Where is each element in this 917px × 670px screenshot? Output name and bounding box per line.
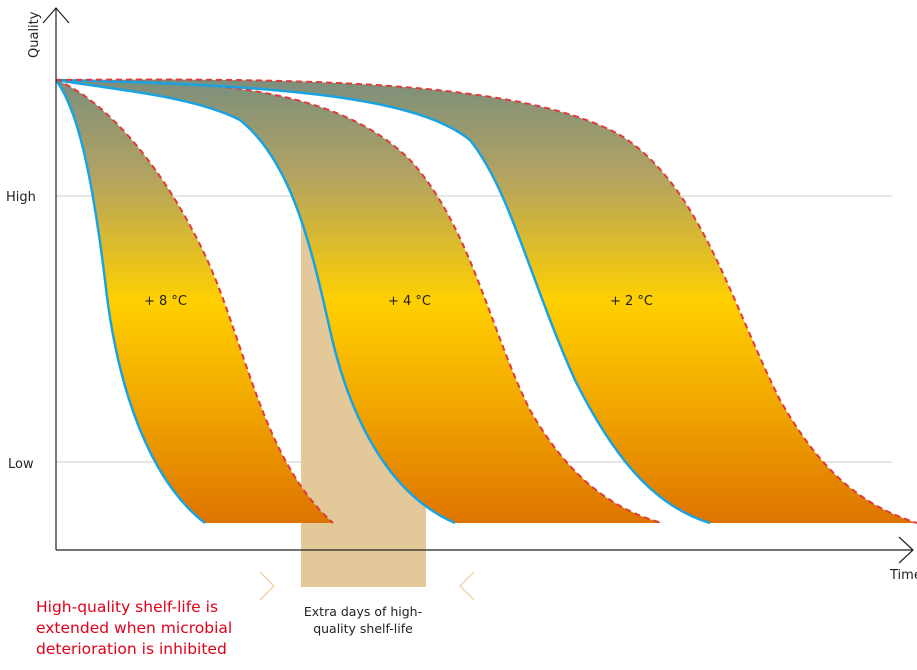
- extra-days-line-2: quality shelf-life: [313, 621, 413, 636]
- extra-days-label: Extra days of high- quality shelf-life: [282, 603, 444, 637]
- callout-line-1: High-quality shelf-life is: [36, 598, 219, 616]
- extra-days-line-1: Extra days of high-: [303, 604, 423, 619]
- band-plus-4-inner-edge: [55, 78, 456, 525]
- y-axis-label: Quality: [27, 11, 42, 58]
- chevron-right-icon: [259, 571, 275, 601]
- band-plus-2-area: [56, 79, 917, 523]
- band-plus-8-area: [56, 80, 333, 523]
- x-axis-arrow-icon: [898, 536, 914, 564]
- band-plus-8-inner-edge: [54, 79, 206, 524]
- band-label-plus-2: + 2 °C: [610, 294, 653, 309]
- y-axis-arrow-icon: [42, 7, 70, 24]
- band-label-plus-8: + 8 °C: [144, 294, 187, 309]
- callout-line-2: extended when microbial: [36, 619, 233, 637]
- band-label-plus-4: + 4 °C: [388, 294, 431, 309]
- chevron-left-icon: [459, 571, 475, 601]
- x-axis-label: Time: [889, 568, 917, 583]
- band-plus-8-outer-edge: [55, 79, 334, 524]
- band-plus-4-area: [56, 80, 662, 523]
- shelf-life-callout: High-quality shelf-life is extended when…: [36, 597, 276, 660]
- y-tick-low: Low: [8, 457, 34, 472]
- band-plus-2-inner-edge: [55, 78, 711, 525]
- y-tick-high: High: [6, 190, 36, 205]
- callout-line-3: deterioration is inhibited: [36, 640, 227, 658]
- band-plus-2-outer-edge: [55, 78, 917, 524]
